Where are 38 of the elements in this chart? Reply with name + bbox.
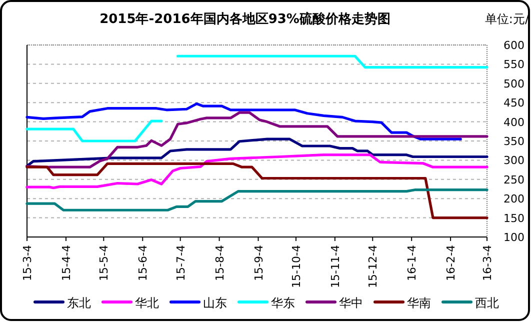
legend-label: 华中 [339,296,363,310]
line-series [26,111,488,168]
x-tick-label: 15-6-4 [136,245,150,281]
y-tick-label: 500 [504,77,524,90]
y-tick-label: 150 [504,212,524,225]
line-series [26,138,488,168]
y-tick-label: 350 [504,135,524,148]
x-tick-label: 16-1-4 [406,245,419,281]
chart-title: 2015年-2016年国内各地区93%硫酸价格走势图 [100,11,390,27]
x-tick-label: 16-3-4 [481,245,494,281]
line-series [26,188,488,212]
y-tick-label: 250 [504,173,524,186]
line-series [26,162,488,220]
y-tick-label: 600 [504,39,524,52]
legend-label: 东北 [67,296,91,310]
y-tick-label: 450 [504,96,524,110]
x-tick-label: 15-9-4 [252,245,266,281]
y-tick-label: 550 [504,58,524,72]
x-tick-label: 15-5-4 [98,245,111,281]
y-tick-label: 100 [504,231,524,244]
x-tick-label: 15-11-4 [328,245,342,288]
y-tick-label: 200 [504,192,524,206]
line-series [26,102,462,140]
x-tick-label: 15-4-4 [60,245,73,281]
legend-label: 华东 [271,296,295,310]
legend-label: 华北 [135,296,159,310]
x-tick-label: 15-10-4 [290,245,303,288]
line-series [26,154,488,190]
x-tick-label: 15-3-4 [21,245,34,281]
y-tick-label: 300 [504,154,524,168]
legend-label: 华南 [407,296,431,310]
legend-label: 西北 [475,296,499,310]
y-tick-label: 400 [504,116,524,129]
legend-label: 山东 [203,296,227,310]
x-tick-label: 15-8-4 [213,245,226,281]
x-tick-label: 16-2-4 [444,245,458,281]
x-tick-label: 15-12-4 [366,245,380,288]
x-tick-label: 15-7-4 [174,245,188,281]
